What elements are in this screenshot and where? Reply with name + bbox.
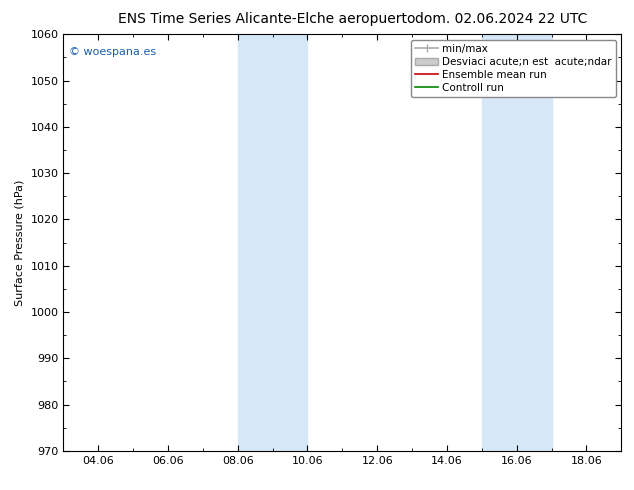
Y-axis label: Surface Pressure (hPa): Surface Pressure (hPa) [15, 179, 25, 306]
Text: © woespana.es: © woespana.es [69, 47, 156, 57]
Bar [238, 34, 307, 451]
Legend: min/max, Desviaci acute;n est  acute;ndar, Ensemble mean run, Controll run: min/max, Desviaci acute;n est acute;ndar… [411, 40, 616, 97]
Bar [482, 34, 552, 451]
Text: ENS Time Series Alicante-Elche aeropuerto: ENS Time Series Alicante-Elche aeropuert… [117, 12, 415, 26]
Text: dom. 02.06.2024 22 UTC: dom. 02.06.2024 22 UTC [415, 12, 587, 26]
